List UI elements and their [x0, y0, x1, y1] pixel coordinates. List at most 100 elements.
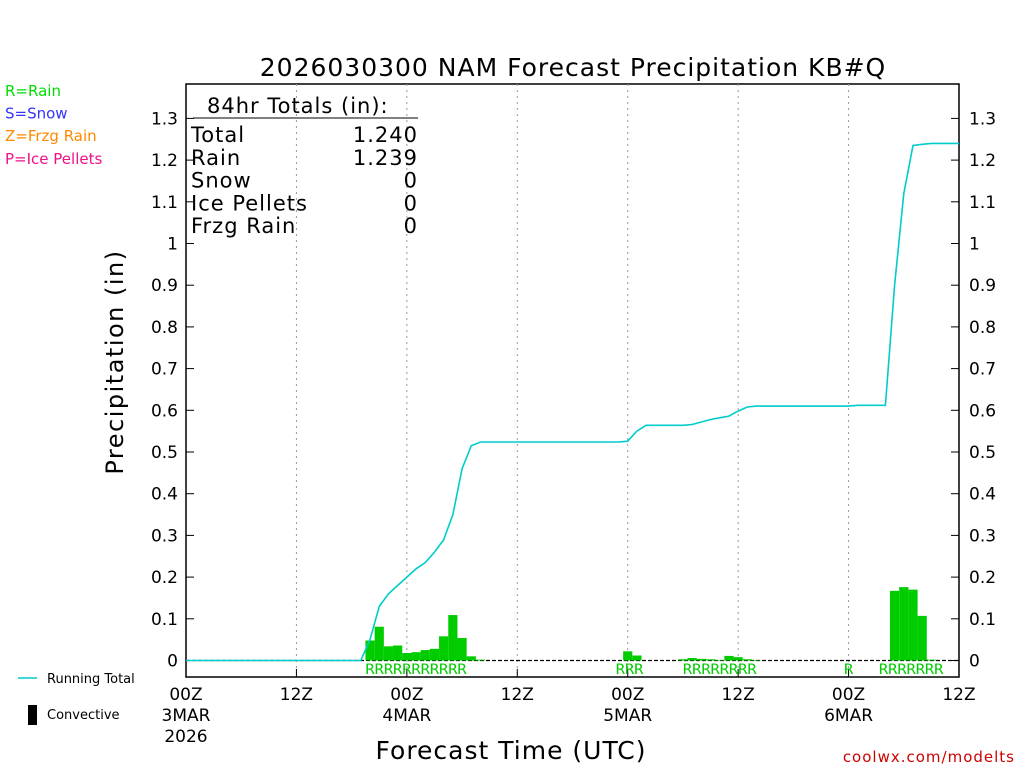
x-tick-label: 5MAR: [603, 706, 652, 726]
rain-bar: [475, 659, 486, 661]
rain-bar: [448, 615, 458, 661]
x-axis-label: Forecast Time (UTC): [376, 736, 647, 765]
totals-value: 1.239: [353, 146, 418, 170]
rain-bar: [411, 652, 421, 661]
rain-bar: [908, 589, 918, 661]
legend-bar-swatch: [28, 705, 37, 725]
y-tick-label: 1.3: [969, 109, 996, 129]
x-tick-label: 12Z: [722, 685, 755, 705]
rain-bar: [687, 657, 697, 661]
y-tick-label: 1: [167, 235, 178, 255]
rain-bar: [889, 590, 900, 661]
legend-label: Running Total: [47, 672, 135, 687]
y-tick-label: 1.3: [151, 109, 178, 129]
rain-bar: [457, 637, 467, 661]
ptype-legend-item: P=Ice Pellets: [5, 150, 102, 168]
rain-bar: [733, 657, 743, 661]
totals-value: 0: [404, 191, 418, 215]
x-tick-label: 00Z: [611, 685, 644, 705]
rain-bar: [926, 659, 936, 661]
totals-value: 1.240: [353, 123, 418, 147]
y-tick-label: 1.2: [969, 151, 996, 171]
ptype-legend-item: R=Rain: [5, 82, 61, 100]
y-tick-label: 0.8: [969, 318, 996, 338]
y-tick-label: 1.2: [151, 151, 178, 171]
ptype-marker: RRRRRRRR: [683, 662, 757, 678]
y-tick-label: 0.9: [151, 276, 178, 296]
rain-bar: [623, 651, 633, 661]
y-tick-label: 1.1: [969, 193, 996, 213]
x-tick-label: 00Z: [390, 685, 423, 705]
x-tick-label: 3MAR: [162, 706, 211, 726]
rain-bar: [374, 626, 384, 661]
rain-bar: [899, 587, 909, 661]
y-tick-label: 0.4: [151, 485, 178, 505]
y-tick-label: 0.4: [969, 485, 996, 505]
ptype-marker: RRR: [616, 662, 644, 678]
totals-value: 0: [404, 169, 418, 193]
y-tick-label: 0: [969, 652, 980, 672]
y-tick-label: 0.9: [969, 276, 996, 296]
rain-bar: [429, 648, 440, 661]
credit-text: coolwx.com/modelts: [843, 748, 1015, 766]
rain-bar: [678, 659, 688, 661]
rain-bar: [917, 615, 927, 661]
totals-label: Snow: [191, 169, 252, 193]
y-tick-label: 0: [167, 652, 178, 672]
x-tick-label: 2026: [164, 727, 207, 747]
rain-bar: [632, 655, 642, 661]
rain-bar: [439, 636, 449, 661]
x-tick-label: 12Z: [280, 685, 313, 705]
y-tick-label: 1.1: [151, 193, 178, 213]
rain-bar: [393, 645, 403, 661]
ptype-marker: RRRRRRR: [879, 662, 944, 678]
rain-bar: [365, 640, 375, 661]
rain-bar: [742, 659, 752, 661]
totals-label: Frzg Rain: [191, 214, 296, 238]
y-tick-label: 0.5: [151, 443, 178, 463]
y-tick-label: 0.5: [969, 443, 996, 463]
y-tick-label: 0.6: [151, 401, 178, 421]
y-tick-label: 0.1: [151, 610, 178, 630]
y-tick-label: 0.1: [969, 610, 996, 630]
ptype-legend-item: Z=Frzg Rain: [5, 127, 97, 145]
x-tick-label: 12Z: [501, 685, 534, 705]
y-tick-label: 0.2: [151, 568, 178, 588]
y-tick-label: 0.2: [969, 568, 996, 588]
x-tick-label: 12Z: [942, 685, 975, 705]
ptype-marker: R: [844, 662, 854, 678]
ptype-marker: RRRRRRRRRRR: [365, 662, 467, 678]
chart-title: 2026030300 NAM Forecast Precipitation KB…: [260, 53, 886, 82]
rain-bar: [751, 660, 762, 661]
ptype-legend-item: S=Snow: [5, 105, 68, 123]
rain-bar: [420, 650, 430, 661]
totals-header: 84hr Totals (in):: [207, 94, 389, 118]
rain-bar: [383, 646, 394, 661]
y-tick-label: 0.7: [969, 360, 996, 380]
rain-bar: [466, 656, 476, 661]
y-tick-label: 0.3: [151, 526, 178, 546]
plot-frame: [185, 83, 960, 678]
x-tick-label: 00Z: [832, 685, 865, 705]
legend-label: Convective: [47, 708, 120, 723]
y-tick-label: 0.8: [151, 318, 178, 338]
y-tick-label: 0.6: [969, 401, 996, 421]
totals-label: Total: [190, 123, 245, 147]
rain-bar: [705, 659, 716, 661]
rain-bar: [724, 655, 734, 661]
y-axis-label: Precipitation (in): [101, 249, 129, 474]
x-tick-label: 6MAR: [824, 706, 873, 726]
y-tick-label: 0.3: [969, 526, 996, 546]
x-tick-label: 4MAR: [382, 706, 431, 726]
y-tick-label: 0.7: [151, 360, 178, 380]
rain-bar: [402, 652, 412, 661]
rain-bar: [696, 658, 706, 661]
running-total-line: [186, 142, 959, 662]
rain-bar: [715, 660, 725, 661]
y-tick-label: 1: [969, 235, 980, 255]
x-tick-label: 00Z: [169, 685, 202, 705]
totals-value: 0: [404, 214, 418, 238]
totals-label: Rain: [191, 146, 241, 170]
totals-label: Ice Pellets: [191, 191, 308, 215]
